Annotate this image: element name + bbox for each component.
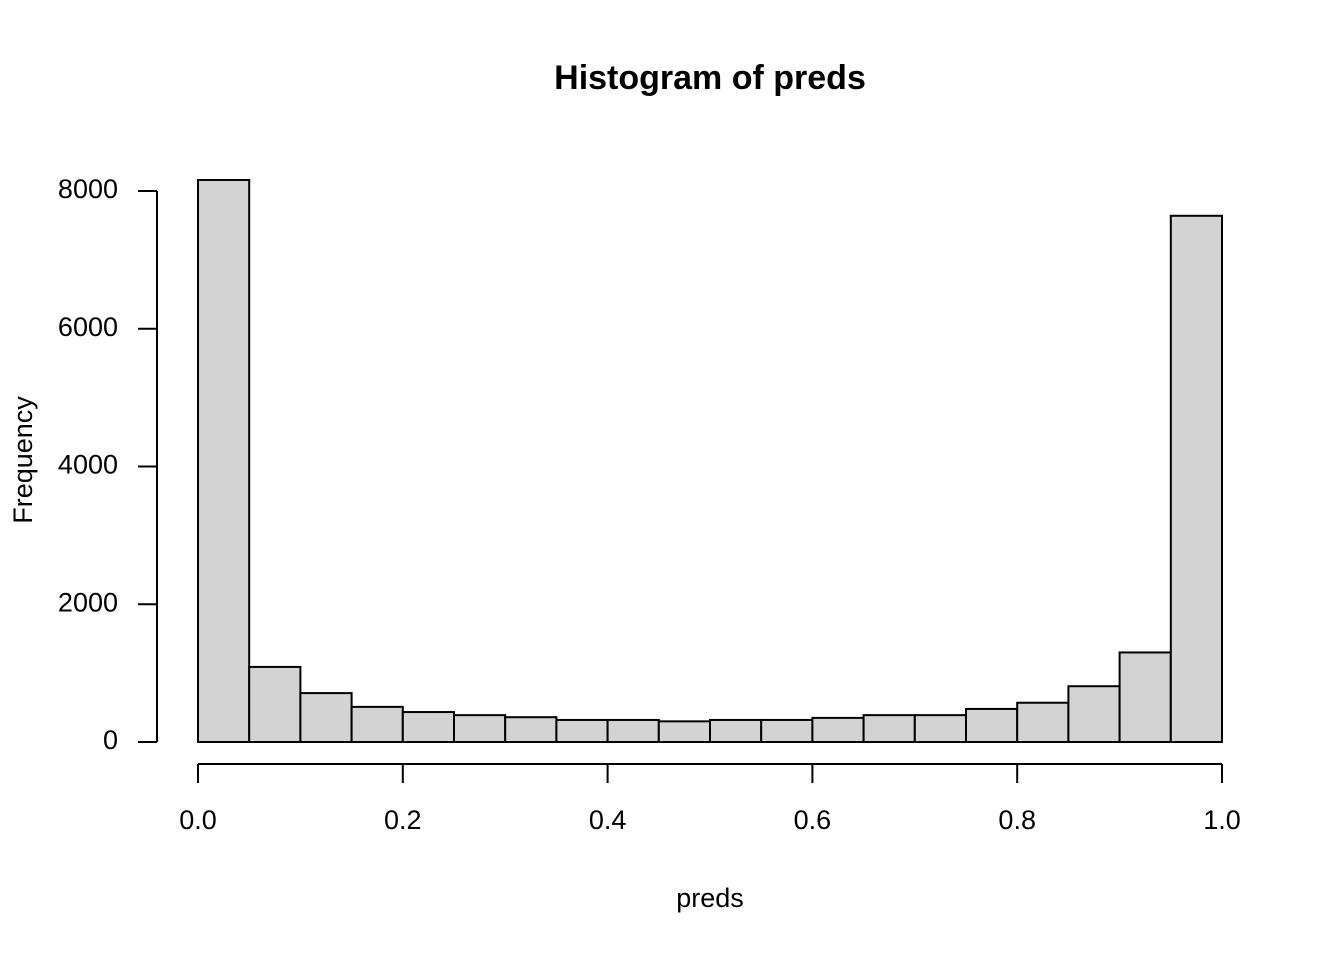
bar bbox=[913, 714, 967, 743]
bar bbox=[401, 711, 455, 743]
bar bbox=[760, 718, 814, 744]
y-tick-label: 6000 bbox=[58, 312, 118, 342]
bar bbox=[709, 718, 763, 744]
bar bbox=[197, 178, 251, 744]
x-tick-label: 0.0 bbox=[179, 805, 217, 835]
y-axis-label: Frequency bbox=[8, 396, 38, 524]
bar bbox=[606, 718, 660, 744]
bar bbox=[1016, 701, 1070, 744]
x-tick-label: 1.0 bbox=[1203, 805, 1241, 835]
bar bbox=[504, 716, 558, 744]
x-tick-label: 0.4 bbox=[589, 805, 627, 835]
x-axis-label: preds bbox=[676, 883, 744, 913]
bar bbox=[453, 714, 507, 743]
y-tick-label: 2000 bbox=[58, 587, 118, 617]
y-tick-label: 8000 bbox=[58, 174, 118, 204]
bar bbox=[1067, 685, 1121, 743]
bar bbox=[657, 720, 711, 744]
bar bbox=[965, 707, 1019, 744]
bar bbox=[1169, 214, 1224, 744]
bar bbox=[248, 665, 302, 744]
bar bbox=[1118, 651, 1172, 744]
x-tick-label: 0.6 bbox=[794, 805, 832, 835]
bar bbox=[862, 714, 916, 743]
x-tick-label: 0.8 bbox=[998, 805, 1036, 835]
y-tick-label: 0 bbox=[103, 725, 118, 755]
bar bbox=[350, 705, 404, 744]
y-tick-label: 4000 bbox=[58, 450, 118, 480]
x-tick-label: 0.2 bbox=[384, 805, 422, 835]
chart-title: Histogram of preds bbox=[554, 59, 866, 97]
bar bbox=[555, 718, 609, 744]
bar bbox=[811, 716, 865, 743]
bar bbox=[299, 692, 353, 744]
